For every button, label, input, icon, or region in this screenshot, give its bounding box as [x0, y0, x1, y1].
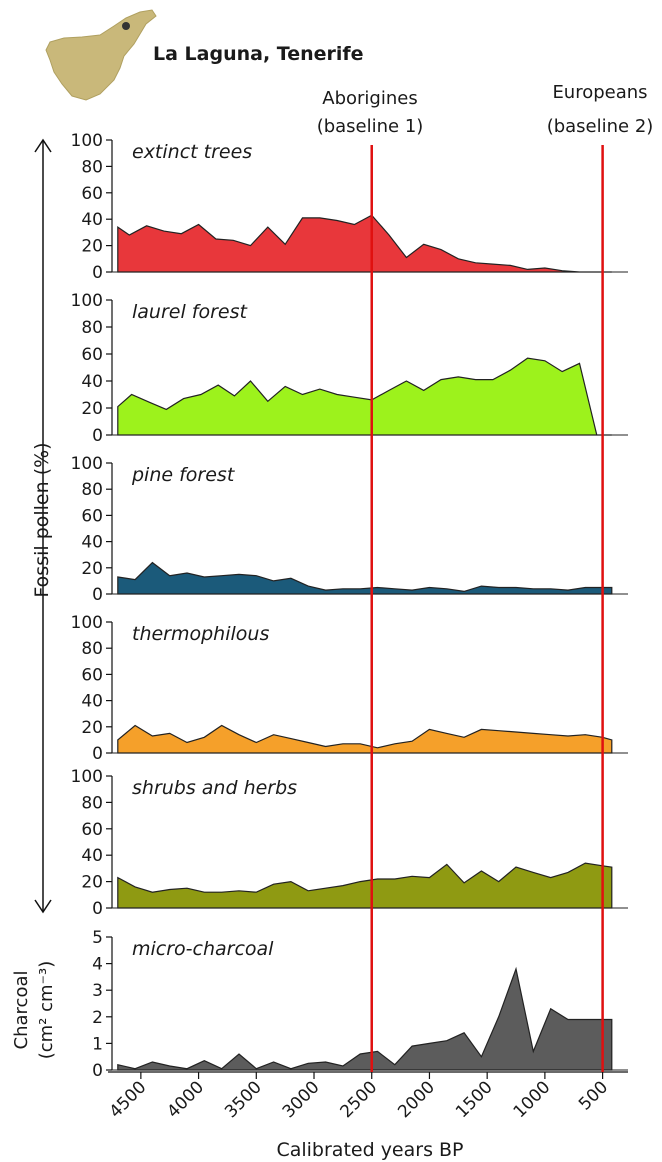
- y-tick-label: 20: [81, 559, 103, 579]
- panel-title: shrubs and herbs: [132, 777, 297, 799]
- x-tick-label: 3500: [221, 1077, 266, 1122]
- x-tick-label: 3000: [279, 1077, 324, 1122]
- panel-laurel-forest: 0 20 40 60 80 100 laurel forest: [71, 291, 628, 446]
- charcoal-y-axis-label-line2: (cm² cm⁻³): [36, 961, 57, 1060]
- area-series: [117, 357, 612, 436]
- tenerife-map-icon: [45, 9, 157, 101]
- panel-pine-forest: 0 20 40 60 80 100 pine forest: [71, 454, 628, 605]
- y-tick-label: 80: [81, 793, 103, 813]
- y-tick-label: 60: [81, 820, 103, 840]
- y-tick-label: 40: [81, 846, 103, 866]
- y-tick-label: 0: [92, 585, 103, 605]
- location-title: La Laguna, Tenerife: [153, 43, 364, 65]
- y-tick-label: 60: [81, 184, 103, 204]
- y-tick-label: 20: [81, 399, 103, 419]
- baseline-2-label-line2: (baseline 2): [547, 116, 654, 137]
- pollen-axis-arrow: [34, 138, 52, 914]
- charcoal-y-axis-label-line1: Charcoal: [11, 971, 32, 1050]
- y-tick-label: 60: [81, 665, 103, 685]
- y-tick-label: 80: [81, 480, 103, 500]
- y-tick-label: 100: [71, 131, 103, 151]
- y-tick-label: 20: [81, 237, 103, 257]
- x-tick-label: 4500: [106, 1077, 151, 1122]
- x-axis-label: Calibrated years BP: [276, 1139, 463, 1161]
- panel-extinct-trees: 0 20 40 60 80 100 extinct trees: [71, 131, 628, 283]
- y-tick-label: 40: [81, 692, 103, 712]
- y-tick-label: 40: [81, 372, 103, 392]
- y-tick-label: 20: [81, 718, 103, 738]
- x-tick-label: 1000: [510, 1077, 555, 1122]
- y-tick-label: 20: [81, 873, 103, 893]
- x-axis: 4500 4000 3500 3000 2500 2000 1500 1000 500: [106, 1071, 628, 1122]
- y-tick-label: 100: [71, 291, 103, 311]
- area-series: [117, 724, 613, 754]
- location-marker-icon: [122, 22, 130, 30]
- panel-shrubs-and-herbs: 0 20 40 60 80 100 shrubs and herbs: [71, 767, 628, 919]
- y-tick-label: 5: [92, 928, 103, 948]
- y-tick-label: 40: [81, 210, 103, 230]
- panel-thermophilous: 0 20 40 60 80 100 thermophilous: [71, 613, 628, 764]
- y-tick-label: 0: [92, 263, 103, 283]
- baseline-1-label-line1: Aborigines: [322, 88, 417, 109]
- y-tick-label: 100: [71, 767, 103, 787]
- y-tick-label: 0: [92, 426, 103, 446]
- x-tick-label: 1500: [452, 1077, 497, 1122]
- panel-title: thermophilous: [132, 623, 269, 645]
- x-tick-label: 2500: [337, 1077, 382, 1122]
- area-series: [117, 966, 613, 1071]
- panel-title: extinct trees: [132, 141, 252, 163]
- area-series: [117, 561, 613, 595]
- y-tick-label: 4: [92, 955, 103, 975]
- y-tick-label: 80: [81, 639, 103, 659]
- x-tick-label: 4000: [163, 1077, 208, 1122]
- y-tick-label: 100: [71, 613, 103, 633]
- y-tick-label: 0: [92, 1061, 103, 1081]
- y-tick-label: 80: [81, 157, 103, 177]
- y-tick-label: 1: [92, 1034, 103, 1054]
- y-tick-label: 100: [71, 454, 103, 474]
- pollen-y-axis-label: Fossil pollen (%): [31, 442, 53, 597]
- x-tick-label: 500: [575, 1077, 612, 1114]
- area-series: [117, 862, 613, 909]
- baseline-lines: [370, 145, 604, 1072]
- baseline-1-label-line2: (baseline 1): [317, 116, 424, 137]
- area-series: [117, 214, 612, 273]
- y-tick-label: 60: [81, 506, 103, 526]
- baseline-2-label-line1: Europeans: [552, 82, 647, 103]
- y-tick-label: 0: [92, 744, 103, 764]
- y-tick-label: 3: [92, 981, 103, 1001]
- panel-title: laurel forest: [132, 301, 248, 323]
- y-tick-label: 60: [81, 345, 103, 365]
- y-tick-label: 40: [81, 533, 103, 553]
- x-tick-label: 2000: [394, 1077, 439, 1122]
- y-tick-label: 0: [92, 899, 103, 919]
- panel-title: micro-charcoal: [132, 938, 274, 960]
- panel-micro-charcoal: 0 1 2 3 4 5 micro-charcoal: [92, 928, 628, 1081]
- panel-title: pine forest: [131, 464, 236, 486]
- y-tick-label: 2: [92, 1008, 103, 1028]
- y-tick-label: 80: [81, 318, 103, 338]
